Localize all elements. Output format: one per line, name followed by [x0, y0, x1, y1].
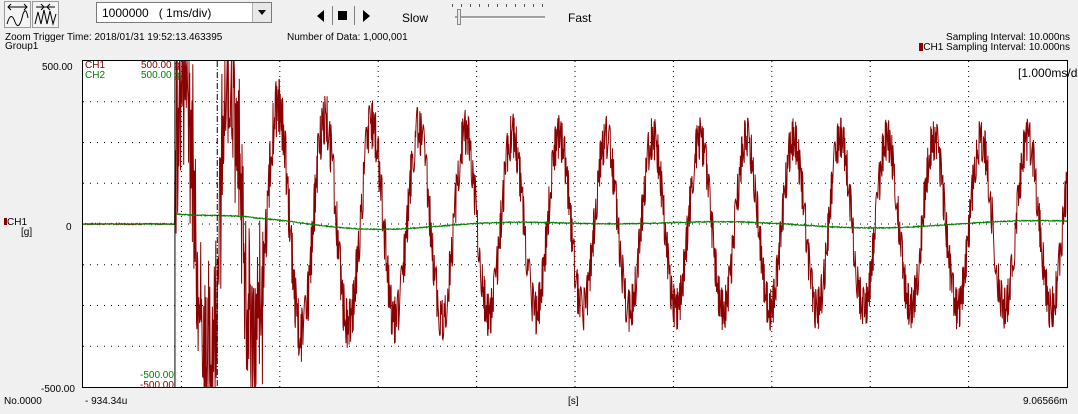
- ch2-legend-top: 500.00 g: [141, 70, 180, 81]
- triangle-left-icon: [317, 10, 324, 22]
- ch1-axis-swatch: [4, 218, 7, 225]
- speed-slow-label: Slow: [402, 11, 429, 25]
- play-forward-button[interactable]: [356, 6, 375, 25]
- ch1-sampling-interval: CH1 Sampling Interval: 10.000ns: [919, 43, 1070, 53]
- speed-fast-label: Fast: [568, 11, 592, 25]
- toolbar: 1000000 ( 1ms/div) Slow Fast: [0, 0, 1078, 30]
- y-zero-label: 0: [66, 222, 72, 233]
- ch1-waveform: [83, 61, 1067, 387]
- zoom-horizontal-icon[interactable]: [4, 1, 31, 28]
- ch2-waveform: [83, 212, 1067, 231]
- ch1-legend-name: CH1: [85, 60, 106, 71]
- x-end-label: 9.06566m: [1023, 396, 1068, 407]
- ch1-color-swatch: [919, 43, 924, 51]
- ch1-legend-bottom: -500.00: [140, 380, 174, 391]
- ch2-legend-name: CH2: [85, 70, 106, 81]
- play-reverse-button[interactable]: [312, 6, 331, 25]
- trigger-time: Zoom Trigger Time: 2018/01/31 19:52:13.4…: [5, 32, 223, 43]
- time-div-select[interactable]: 1000000 ( 1ms/div): [96, 2, 272, 23]
- stop-button[interactable]: [334, 6, 353, 25]
- speed-slider-thumb[interactable]: [456, 9, 461, 25]
- x-start-label: - 934.34u: [85, 396, 128, 407]
- ch-axis-name: CH1: [7, 217, 28, 228]
- y-bottom-label: -500.00: [41, 384, 75, 395]
- info-strip: [0, 30, 1078, 60]
- triangle-right-icon: [363, 10, 370, 22]
- time-div-indicator: [1.000ms/div]: [1018, 66, 1078, 80]
- ch1-sampling-text: CH1 Sampling Interval: 10.000ns: [923, 42, 1070, 53]
- waveform-svg: [83, 61, 1067, 387]
- number-of-data: Number of Data: 1,000,001: [287, 32, 408, 43]
- speed-ticks: [452, 0, 548, 8]
- stop-icon: [338, 11, 347, 20]
- ch-axis-label[interactable]: CH1: [4, 217, 27, 228]
- sampling-interval: Sampling Interval: 10.000ns: [946, 32, 1070, 43]
- y-top-label: 500.00: [42, 62, 73, 73]
- zoom-vertical-icon[interactable]: [32, 1, 59, 28]
- divider: [332, 6, 333, 25]
- unit-label: [g]: [21, 227, 33, 238]
- group-label: Group1: [5, 41, 39, 52]
- divider: [354, 6, 355, 25]
- speed-slider-track[interactable]: [455, 16, 545, 19]
- plot-area[interactable]: [82, 60, 1068, 388]
- record-number: No.0000: [4, 396, 42, 407]
- chevron-down-icon[interactable]: [252, 3, 271, 22]
- ch2-legend-bottom: -500.00: [140, 370, 174, 381]
- time-div-value: 1000000 ( 1ms/div): [102, 6, 212, 20]
- ch1-legend-top: 500.00 g: [141, 60, 180, 71]
- x-unit-label: [s]: [568, 396, 579, 407]
